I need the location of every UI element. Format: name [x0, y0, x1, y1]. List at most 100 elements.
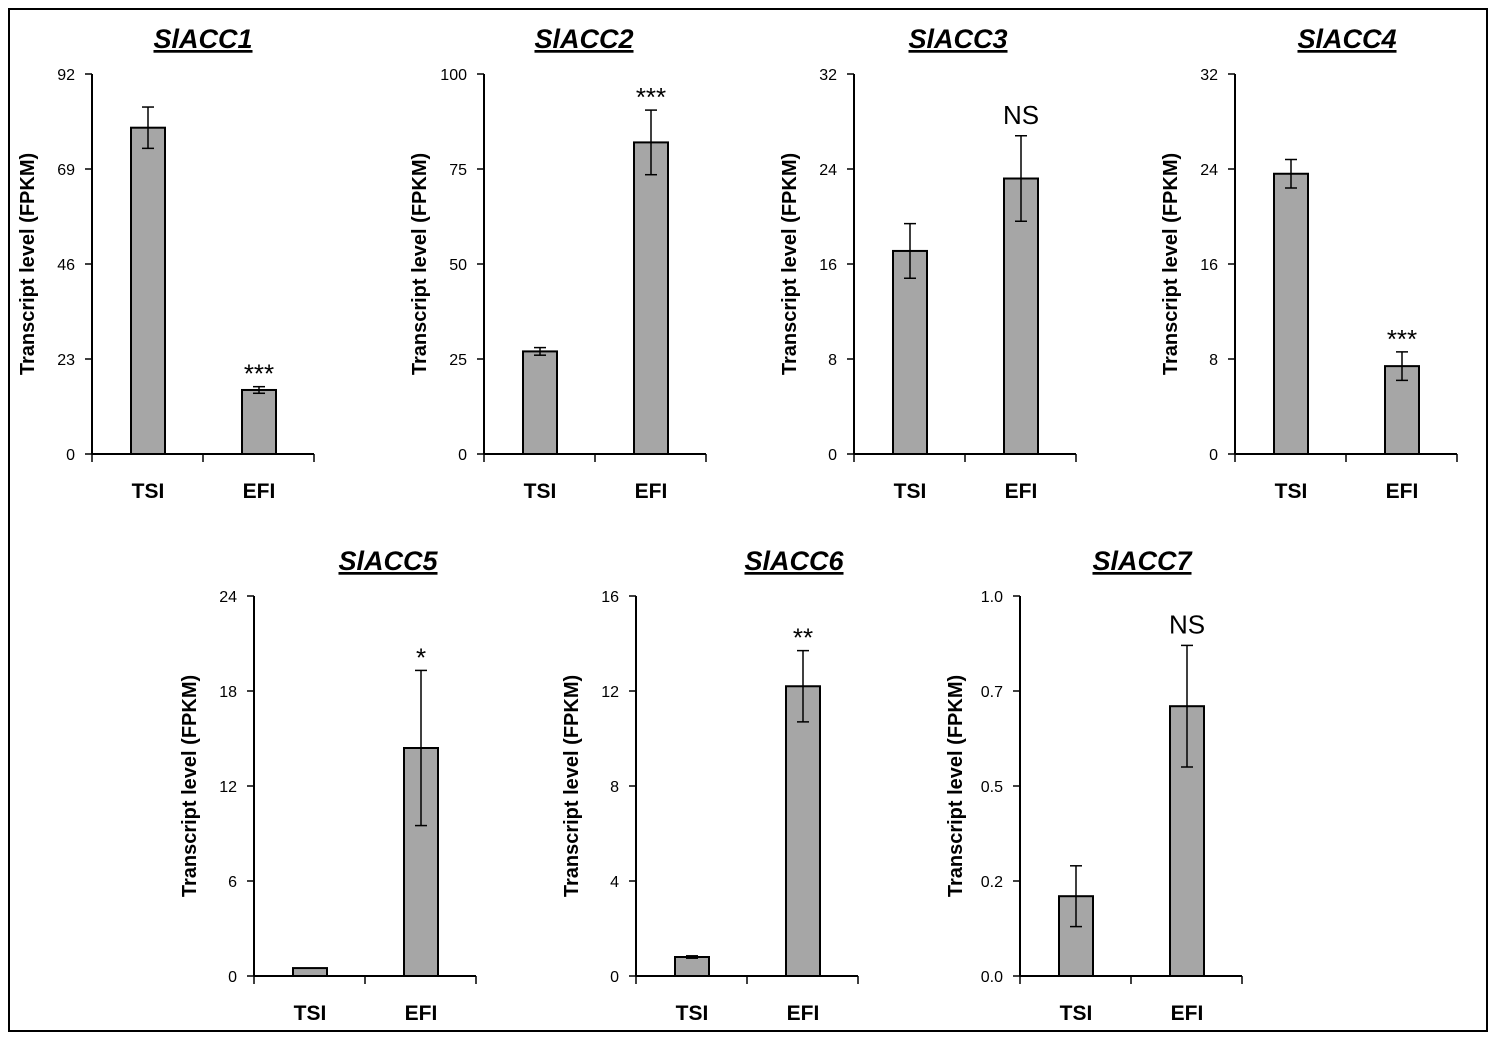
error-bar-tsi	[1285, 158, 1297, 189]
error-bar-efi	[1181, 644, 1193, 768]
x-category-label: TSI	[294, 1002, 327, 1025]
error-bar-tsi	[1070, 865, 1082, 928]
chart-title: SlACC5	[338, 546, 438, 576]
error-bar-tsi	[904, 222, 916, 279]
chart-panel-4: SlACC4 Transcript level (FPKM) 0 8 16 24 32 TSI…	[1160, 24, 1458, 503]
error-bar-efi	[645, 109, 657, 176]
chart-panel-2: SlACC2 Transcript level (FPKM) 0 25 50 75 100 T…	[409, 24, 707, 503]
y-tick-label: 0.0	[981, 969, 1003, 986]
y-tick-label: 24	[1200, 162, 1218, 179]
significance-label: ***	[636, 82, 666, 112]
error-bar-efi	[797, 649, 809, 723]
bar-tsi	[1273, 172, 1309, 455]
error-bar-efi	[1015, 135, 1027, 222]
y-tick-label: 25	[449, 352, 467, 369]
x-category-label: TSI	[676, 1002, 709, 1025]
y-tick-label: 100	[440, 67, 467, 84]
significance-label: ***	[1387, 324, 1417, 354]
bar-tsi	[674, 956, 710, 977]
y-tick-label: 92	[57, 67, 75, 84]
y-tick-label: 8	[828, 352, 837, 369]
significance-label: **	[793, 623, 813, 653]
y-tick-label: 75	[449, 162, 467, 179]
bar-efi	[633, 141, 669, 455]
error-bar-tsi	[534, 346, 546, 356]
y-tick-label: 0	[458, 447, 467, 464]
y-axis-label: Transcript level (FPKM)	[1160, 153, 1182, 375]
bar-tsi	[292, 967, 328, 977]
bar-efi	[1003, 177, 1039, 455]
significance-label: NS	[1169, 609, 1205, 639]
error-bar-tsi	[686, 955, 698, 959]
figure-border	[8, 8, 1488, 1032]
y-axis-label: Transcript level (FPKM)	[561, 675, 583, 897]
x-category-label: EFI	[243, 480, 276, 503]
y-tick-label: 0	[828, 447, 837, 464]
x-category-label: EFI	[787, 1002, 820, 1025]
x-category-label: TSI	[1275, 480, 1308, 503]
y-tick-label: 24	[819, 162, 837, 179]
error-bar-efi	[1396, 351, 1408, 382]
chart-title: SlACC1	[153, 24, 252, 54]
y-axis-label: Transcript level (FPKM)	[779, 153, 801, 375]
y-tick-label: 12	[219, 779, 237, 796]
chart-panel-1: SlACC1 Transcript level (FPKM) 0 23 46 69 92 TS…	[17, 24, 315, 503]
chart-panel-5: SlACC5 Transcript level (FPKM) 0 6 12 18 24 TSI…	[179, 546, 477, 1025]
y-tick-label: 12	[601, 684, 619, 701]
y-tick-label: 0.7	[981, 684, 1003, 701]
y-tick-label: 1.0	[981, 589, 1003, 606]
x-category-label: TSI	[524, 480, 557, 503]
y-tick-label: 6	[228, 874, 237, 891]
significance-label: NS	[1003, 100, 1039, 130]
chart-panel-7: SlACC7 Transcript level (FPKM) 0.0 0.2 0.5 0.…	[945, 546, 1243, 1025]
bar-tsi	[892, 249, 928, 455]
y-tick-label: 0	[228, 969, 237, 986]
y-tick-label: 8	[1209, 352, 1218, 369]
y-axis-label: Transcript level (FPKM)	[17, 153, 39, 375]
y-tick-label: 24	[219, 589, 237, 606]
x-category-label: EFI	[1171, 1002, 1204, 1025]
significance-label: ***	[244, 359, 274, 389]
y-tick-label: 23	[57, 352, 75, 369]
chart-title: SlACC3	[908, 24, 1007, 54]
x-category-label: TSI	[132, 480, 165, 503]
y-tick-label: 32	[1200, 67, 1218, 84]
bar-tsi	[522, 350, 558, 455]
x-category-label: EFI	[1386, 480, 1419, 503]
y-tick-label: 0.5	[981, 779, 1003, 796]
y-tick-label: 16	[1200, 257, 1218, 274]
chart-title: SlACC4	[1297, 24, 1396, 54]
bar-tsi	[130, 126, 166, 456]
y-tick-label: 4	[610, 874, 619, 891]
chart-title: SlACC7	[1092, 546, 1193, 576]
chart-panel-6: SlACC6 Transcript level (FPKM) 0 4 8 12 16 TSI E…	[561, 546, 859, 1025]
y-tick-label: 69	[57, 162, 75, 179]
y-axis-label: Transcript level (FPKM)	[179, 675, 201, 897]
y-tick-label: 32	[819, 67, 837, 84]
y-tick-label: 0	[66, 447, 75, 464]
y-tick-label: 8	[610, 779, 619, 796]
y-tick-label: 50	[449, 257, 467, 274]
y-tick-label: 46	[57, 257, 75, 274]
significance-label: *	[416, 642, 426, 672]
y-tick-label: 0	[610, 969, 619, 986]
chart-title: SlACC2	[534, 24, 633, 54]
error-bar-tsi	[142, 106, 154, 150]
x-category-label: TSI	[894, 480, 927, 503]
y-tick-label: 0	[1209, 447, 1218, 464]
error-bar-efi	[253, 385, 265, 395]
y-tick-label: 18	[219, 684, 237, 701]
chart-title: SlACC6	[744, 546, 844, 576]
x-category-label: EFI	[635, 480, 668, 503]
y-axis-label: Transcript level (FPKM)	[945, 675, 967, 897]
y-axis-label: Transcript level (FPKM)	[409, 153, 431, 375]
y-tick-label: 16	[601, 589, 619, 606]
bar-efi	[785, 685, 821, 977]
x-category-label: EFI	[1005, 480, 1038, 503]
x-category-label: TSI	[1060, 1002, 1093, 1025]
x-category-label: EFI	[405, 1002, 438, 1025]
y-tick-label: 16	[819, 257, 837, 274]
chart-panel-3: SlACC3 Transcript level (FPKM) 0 8 16 24 32 TSI…	[779, 24, 1077, 503]
